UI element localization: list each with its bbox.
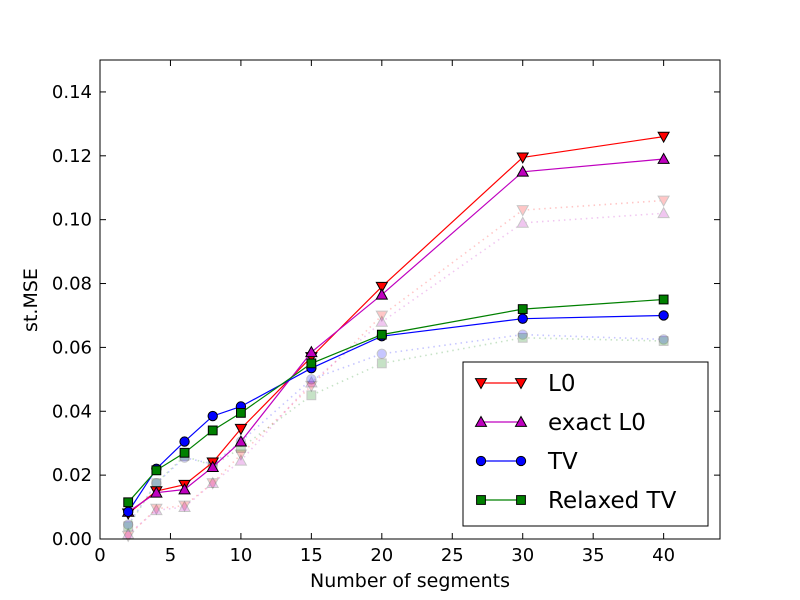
data-point-relaxed-tv xyxy=(123,497,134,508)
series-line-faded-series-5 xyxy=(127,199,664,537)
data-point-exact-l0 xyxy=(516,165,530,177)
data-point-relaxed-tv xyxy=(376,329,387,340)
data-point-faded-series-6 xyxy=(375,315,389,327)
data-point-faded-series-5 xyxy=(375,310,389,322)
y-tick-label: 0.14 xyxy=(52,82,92,103)
data-point-relaxed-tv xyxy=(179,447,190,458)
x-tick-label: 25 xyxy=(441,545,464,566)
data-point-l0 xyxy=(516,152,530,164)
x-tick-label: 30 xyxy=(511,545,534,566)
data-point-relaxed-tv xyxy=(517,304,528,314)
main-series-group xyxy=(121,131,670,520)
data-point-exact-l0 xyxy=(305,345,318,358)
data-point-faded-series-6 xyxy=(150,503,163,516)
data-point-faded-series-8 xyxy=(658,336,669,346)
y-tick-label: 0.04 xyxy=(52,401,92,422)
x-tick-label: 15 xyxy=(300,545,323,566)
data-point-exact-l0 xyxy=(150,486,163,498)
data-point-tv xyxy=(517,313,528,324)
legend-marker-relaxed-tv xyxy=(476,495,486,505)
x-tick-label: 35 xyxy=(582,545,605,566)
legend-marker-l0 xyxy=(474,378,488,390)
series-exact-l0 xyxy=(121,152,670,517)
legend-marker-relaxed-tv xyxy=(516,495,526,505)
series-line-faded-series-6 xyxy=(127,212,664,535)
series-faded-series-6 xyxy=(121,206,670,540)
x-tick-label: 0 xyxy=(94,545,105,566)
y-tick-label: 0.10 xyxy=(52,210,92,231)
data-point-faded-series-5 xyxy=(121,530,135,543)
data-point-tv xyxy=(207,410,218,422)
y-tick-label: 0.06 xyxy=(52,337,92,358)
data-point-faded-series-5 xyxy=(516,205,530,217)
data-point-faded-series-8 xyxy=(123,521,134,532)
data-point-faded-series-8 xyxy=(517,332,528,343)
legend-label-tv: TV xyxy=(547,449,578,475)
x-tick-label: 10 xyxy=(229,545,252,566)
data-point-tv xyxy=(658,310,669,321)
data-point-tv xyxy=(123,506,134,518)
data-point-faded-series-7 xyxy=(658,334,669,345)
data-point-relaxed-tv xyxy=(151,465,162,476)
data-point-faded-series-6 xyxy=(234,454,248,466)
data-point-relaxed-tv xyxy=(306,358,317,369)
data-point-relaxed-tv xyxy=(658,294,669,305)
data-point-faded-series-7 xyxy=(376,348,387,359)
y-tick-label: 0.02 xyxy=(52,465,92,486)
data-point-exact-l0 xyxy=(178,482,191,495)
data-point-faded-series-5 xyxy=(206,478,220,490)
data-point-l0 xyxy=(375,281,389,294)
data-point-faded-series-8 xyxy=(376,358,387,369)
x-axis: 0 5 10 15 20 25 30 35 40 xyxy=(94,60,675,566)
plot-frame xyxy=(99,59,721,540)
data-point-faded-series-6 xyxy=(657,206,670,219)
data-point-faded-series-5 xyxy=(234,449,248,461)
data-point-faded-series-7 xyxy=(306,374,317,385)
x-tick-label: 40 xyxy=(652,545,675,566)
legend-marker-tv xyxy=(515,455,527,467)
faded-series-group xyxy=(121,195,670,543)
series-faded-series-5 xyxy=(121,195,670,543)
legend-marker-exact-l0 xyxy=(474,415,488,427)
data-point-faded-series-5 xyxy=(305,380,318,393)
x-axis-label: Number of segments xyxy=(310,570,510,592)
data-point-faded-series-6 xyxy=(516,216,530,228)
x-tick-label: 20 xyxy=(370,545,393,566)
legend-marker-l0 xyxy=(514,378,528,390)
series-relaxed-tv xyxy=(123,294,669,508)
legend-marker-tv xyxy=(475,455,487,467)
y-axis-label: st.MSE xyxy=(20,268,42,332)
data-point-l0 xyxy=(657,131,670,144)
y-tick-label: 0.08 xyxy=(52,274,92,295)
data-point-faded-series-5 xyxy=(657,195,670,208)
data-point-relaxed-tv xyxy=(207,425,218,436)
data-point-faded-series-8 xyxy=(306,390,317,401)
data-point-faded-series-6 xyxy=(305,375,318,388)
y-tick-label: 0.00 xyxy=(52,529,92,550)
x-tick-label: 5 xyxy=(165,545,176,566)
y-tick-label: 0.12 xyxy=(52,146,92,167)
data-point-exact-l0 xyxy=(206,460,220,473)
legend-label-l0: L0 xyxy=(548,371,575,397)
legend-frame xyxy=(462,361,709,527)
y-axis: 0.00 0.02 0.04 0.06 0.08 0.10 0.12 0.14 xyxy=(52,82,720,550)
data-point-l0 xyxy=(234,423,248,436)
data-point-relaxed-tv xyxy=(236,407,246,418)
legend-marker-exact-l0 xyxy=(514,415,528,427)
legend-label-relaxed-tv: Relaxed TV xyxy=(548,488,677,514)
data-point-exact-l0 xyxy=(234,435,248,447)
data-point-tv xyxy=(179,436,190,447)
data-point-faded-series-5 xyxy=(150,503,163,516)
data-point-faded-series-6 xyxy=(206,476,220,489)
legend-label-exact-l0: exact L0 xyxy=(548,410,646,436)
data-point-faded-series-6 xyxy=(178,500,191,512)
data-point-faded-series-7 xyxy=(517,329,528,340)
legend: L0 exact L0 TV Relaxed TV xyxy=(462,361,709,527)
data-point-exact-l0 xyxy=(657,152,670,164)
data-point-exact-l0 xyxy=(375,288,389,300)
data-point-faded-series-5 xyxy=(178,500,191,512)
